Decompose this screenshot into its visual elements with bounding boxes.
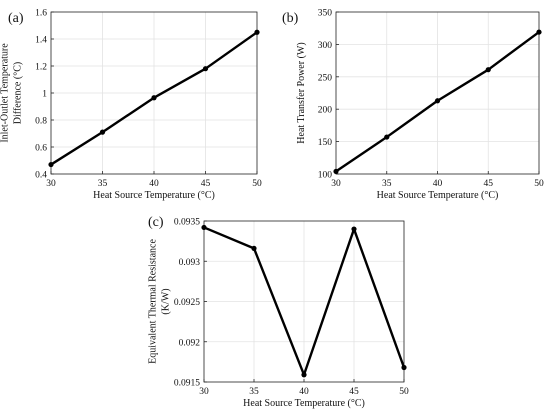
y-tick-label: 200 [318, 106, 333, 116]
y-tick-label: 0.8 [35, 117, 47, 127]
panel-b: 30 35 40 45 50 100 150 200 250 300 350 Heat Source … [282, 9, 544, 202]
data-point [151, 95, 157, 101]
y-axis-label: Equivalent Thermal Resistance [148, 239, 159, 364]
y-tick-label: 1 [42, 90, 47, 100]
y-tick-label: 0.0915 [174, 379, 200, 389]
panel-label: (a) [8, 11, 24, 26]
y-tick-label: 150 [318, 138, 333, 148]
x-tick-label: 35 [382, 179, 392, 189]
x-tick-label: 50 [399, 387, 409, 397]
y-tick-label: 0.0935 [174, 218, 200, 228]
y-tick-label: 0.0925 [174, 298, 200, 308]
x-tick-label: 45 [484, 179, 494, 189]
y-axis-label: Difference (°C) [13, 62, 24, 124]
y-tick-label: 1.6 [35, 9, 47, 19]
panel-label: (b) [282, 11, 299, 26]
x-tick-label: 30 [46, 179, 56, 189]
data-point [485, 67, 491, 73]
x-tick-label: 45 [201, 179, 211, 189]
y-axis-label: Heat Transfer Power (W) [296, 42, 307, 143]
data-point [99, 129, 106, 135]
y-tick-label: 0.6 [35, 144, 47, 154]
x-tick-label: 50 [252, 179, 262, 189]
y-tick-label: 100 [318, 171, 333, 181]
x-tick-label: 40 [433, 179, 443, 189]
data-point [401, 364, 407, 371]
data-point [251, 245, 257, 251]
y-axis-label: (K/W) [161, 288, 172, 314]
x-tick-label: 40 [299, 387, 309, 397]
data-point [384, 134, 390, 140]
data-point [254, 29, 260, 35]
x-axis-label: Heat Source Temperature (°C) [377, 190, 499, 201]
x-tick-label: 35 [98, 179, 108, 189]
y-axis-label: Inlet-Outlet Temperature [0, 43, 11, 143]
data-point [351, 226, 357, 232]
y-tick-label: 250 [318, 73, 333, 83]
data-point [434, 98, 441, 104]
y-tick-label: 350 [318, 9, 333, 19]
data-point [48, 161, 54, 168]
x-tick-label: 50 [534, 179, 544, 189]
panel-a: 30 35 40 45 50 0.4 0.6 0.8 1 1.2 1.4 1.6 Heat Source… [0, 9, 262, 202]
panel-c: 30 35 40 45 50 0.0915 0.092 0.0925 0.093 0.0935 He… [148, 215, 410, 409]
data-point [333, 168, 339, 175]
data-point [202, 66, 209, 72]
y-tick-label: 0.093 [179, 258, 201, 268]
y-tick-label: 300 [318, 41, 333, 51]
y-tick-label: 0.4 [35, 171, 47, 181]
panel-label: (c) [148, 215, 164, 230]
data-point [536, 29, 542, 35]
x-tick-label: 45 [349, 387, 359, 397]
x-tick-label: 35 [249, 387, 259, 397]
y-tick-label: 1.2 [35, 63, 47, 73]
data-point [201, 224, 207, 231]
y-tick-label: 0.092 [179, 338, 201, 348]
x-tick-label: 30 [331, 179, 341, 189]
x-tick-label: 30 [199, 387, 209, 397]
x-axis-label: Heat Source Temperature (°C) [93, 190, 215, 201]
x-tick-label: 40 [149, 179, 159, 189]
x-axis-label: Heat Source Temperature (°C) [243, 398, 365, 409]
y-tick-label: 1.4 [35, 36, 47, 46]
data-point [301, 372, 307, 378]
